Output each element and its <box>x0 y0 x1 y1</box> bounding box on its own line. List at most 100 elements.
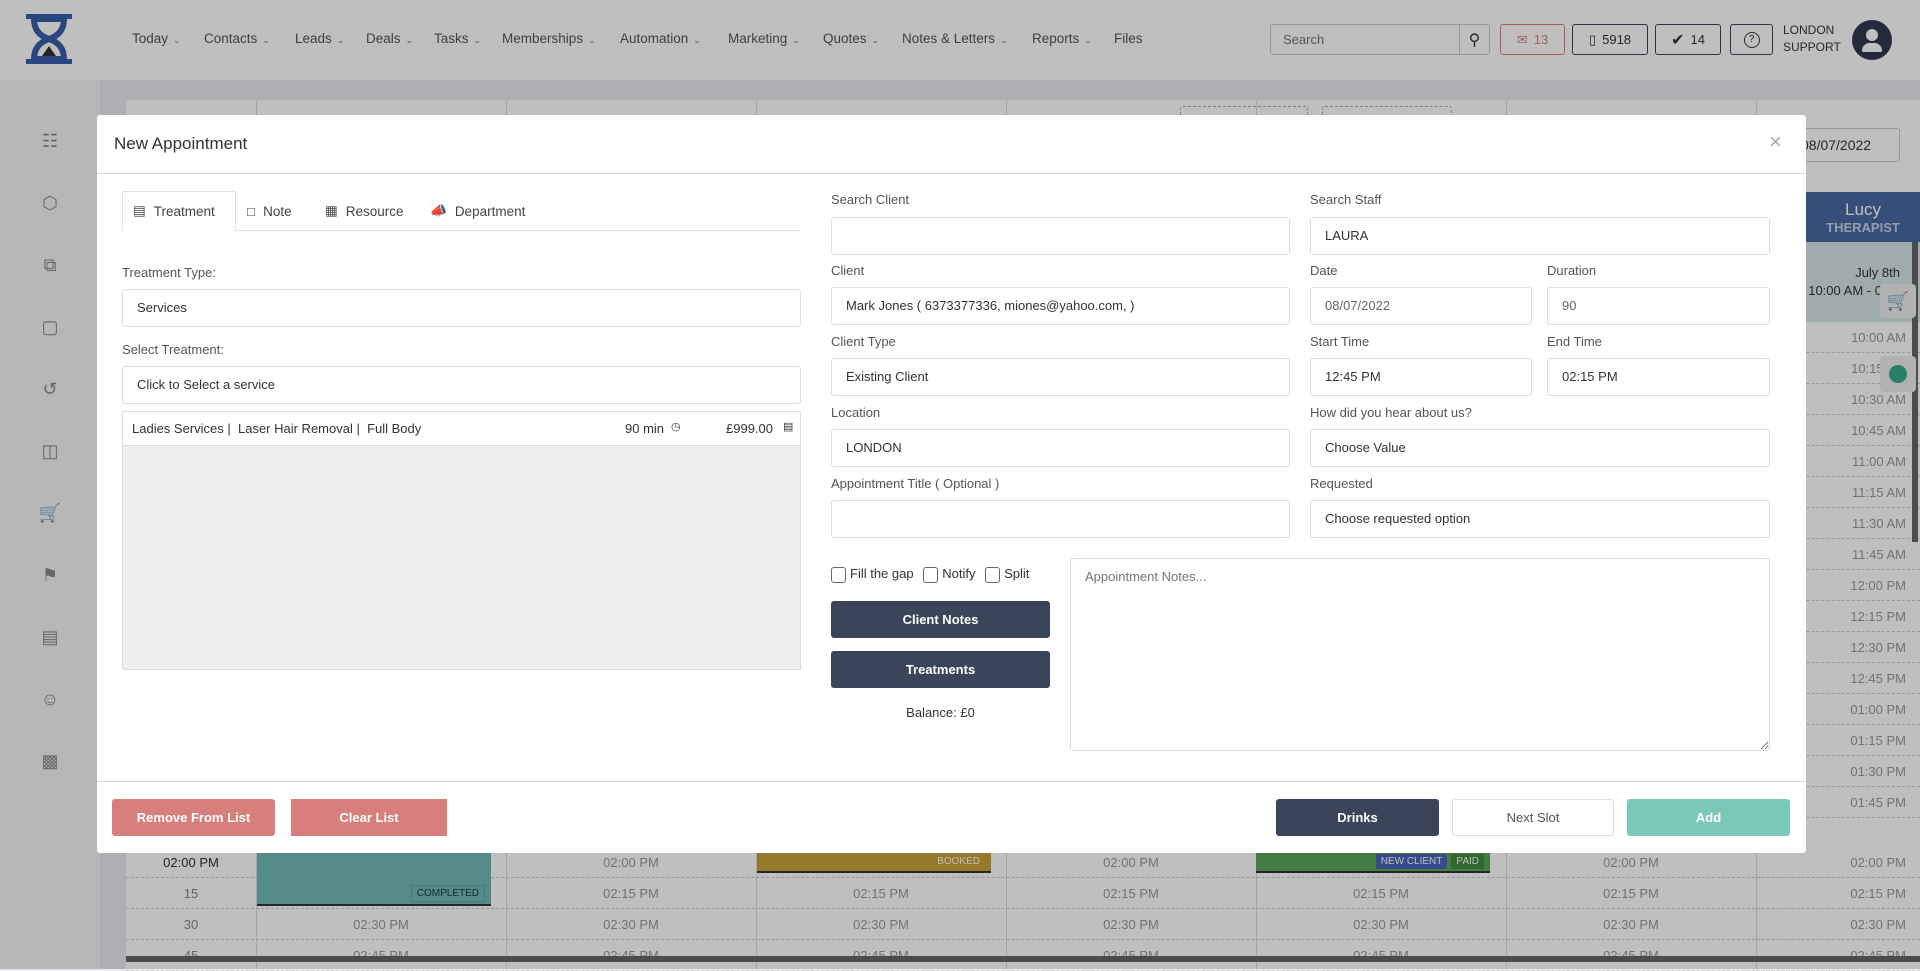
time-slot[interactable]: 11:30 AM <box>1756 508 1920 539</box>
vertical-scrollbar[interactable] <box>1912 242 1918 542</box>
history-icon[interactable]: ↺ <box>42 379 58 399</box>
fill-gap-checkbox[interactable]: Fill the gap <box>831 566 914 583</box>
time-slot[interactable]: 01:15 PM <box>1756 725 1920 756</box>
time-slot[interactable]: 10:45 AM <box>1756 415 1920 446</box>
search-box[interactable]: ⚲ <box>1270 24 1490 55</box>
treatment-type-select[interactable]: Services <box>122 289 801 327</box>
box-icon[interactable]: ⬡ <box>42 193 58 213</box>
chevron-down-icon: ⌄ <box>405 35 414 45</box>
phone-call-icon[interactable] <box>1880 356 1916 392</box>
nav-item-automation[interactable]: Automation ⌄ <box>620 31 701 46</box>
add-button[interactable]: Add <box>1627 799 1790 836</box>
time-slot[interactable]: 10:30 AM <box>1756 384 1920 415</box>
search-client-input[interactable] <box>831 217 1290 255</box>
time-slot[interactable]: 12:45 PM <box>1756 663 1920 694</box>
nav-item-files[interactable]: Files <box>1114 31 1143 46</box>
time-slot[interactable]: 11:15 AM <box>1756 477 1920 508</box>
client-type-select[interactable]: Existing Client <box>831 358 1290 396</box>
time-slot[interactable]: 02:00 PM <box>1103 855 1159 870</box>
split-checkbox[interactable]: Split <box>985 566 1029 583</box>
time-slot[interactable]: 02:30 PM <box>353 917 409 932</box>
time-slot[interactable]: 01:30 PM <box>1756 756 1920 787</box>
remove-from-list-button[interactable]: Remove From List <box>112 799 275 836</box>
time-slot[interactable]: 01:45 PM <box>1756 787 1920 818</box>
client-field[interactable]: Mark Jones ( 6373377336, miones@yahoo.co… <box>831 287 1290 325</box>
treatment-list-item[interactable]: Ladies Services | Laser Hair Removal | F… <box>123 412 800 446</box>
time-slot[interactable]: 12:15 PM <box>1756 601 1920 632</box>
status-badges: BOOKED <box>932 854 985 869</box>
nav-item-tasks[interactable]: Tasks ⌄ <box>434 31 482 46</box>
gift-icon[interactable]: ◫ <box>41 441 59 461</box>
treatments-button[interactable]: Treatments <box>831 651 1050 688</box>
nav-item-leads[interactable]: Leads ⌄ <box>295 31 345 46</box>
tab-resource[interactable]: ▦ Resource <box>325 203 404 219</box>
nav-item-deals[interactable]: Deals ⌄ <box>366 31 414 46</box>
search-staff-input[interactable]: LAURA <box>1310 217 1770 255</box>
time-slot[interactable]: 02:00 PM <box>603 855 659 870</box>
notify-checkbox[interactable]: Notify <box>923 566 975 583</box>
search-input[interactable] <box>1271 25 1459 54</box>
time-slot[interactable]: 02:30 PM <box>1353 917 1409 932</box>
time-slot[interactable]: 02:00 PM <box>1603 855 1659 870</box>
layers-icon[interactable]: ⧉ <box>43 255 57 275</box>
nav-item-notes-letters[interactable]: Notes & Letters ⌄ <box>902 31 1008 46</box>
mail-badge[interactable]: ✉ 13 <box>1500 24 1565 55</box>
phone-badge[interactable]: ▯ 5918 <box>1572 24 1648 55</box>
location-select[interactable]: LONDON <box>831 429 1290 467</box>
tab-note[interactable]: □ Note <box>247 203 292 219</box>
nav-item-memberships[interactable]: Memberships ⌄ <box>502 31 596 46</box>
paid-status-badge: PAID <box>1451 854 1484 869</box>
time-slot[interactable]: 02:15 PM <box>603 886 659 901</box>
clear-list-button[interactable]: Clear List <box>291 799 447 836</box>
top-navbar: Today ⌄ Contacts ⌄ Leads ⌄ Deals ⌄ Tasks ⌄ Members… <box>0 0 1920 80</box>
nav-item-contacts[interactable]: Contacts ⌄ <box>204 31 270 46</box>
time-slot[interactable]: 02:15 PM <box>1353 886 1409 901</box>
time-slot[interactable]: 11:00 AM <box>1756 446 1920 477</box>
nav-item-reports[interactable]: Reports ⌄ <box>1032 31 1092 46</box>
time-slot[interactable]: 01:00 PM <box>1756 694 1920 725</box>
cart-icon[interactable]: 🛒 <box>38 503 62 523</box>
help-button[interactable]: ? <box>1730 24 1773 55</box>
horizontal-scrollbar[interactable] <box>126 956 1920 962</box>
time-slot[interactable]: 02:30 PM <box>853 917 909 932</box>
appointment-title-input[interactable] <box>831 500 1290 538</box>
time-slot[interactable]: 02:15 PM <box>1603 886 1659 901</box>
date-field[interactable]: 08/07/2022 <box>1310 287 1532 325</box>
time-slot[interactable]: 11:45 AM <box>1756 539 1920 570</box>
nav-item-quotes[interactable]: Quotes ⌄ <box>823 31 880 46</box>
report-icon[interactable]: ▤ <box>41 627 59 647</box>
time-slot[interactable]: 02:15 PM <box>1103 886 1159 901</box>
requested-select[interactable]: Choose requested option <box>1310 500 1770 538</box>
start-time-field[interactable]: 12:45 PM <box>1310 358 1532 396</box>
gift-box-icon[interactable]: ▢ <box>41 317 59 337</box>
select-treatment-input[interactable]: Click to Select a service <box>122 366 801 404</box>
time-slot[interactable]: 02:30 PM <box>603 917 659 932</box>
time-slot[interactable]: 02:30 PM <box>1103 917 1159 932</box>
duration-field[interactable]: 90 <box>1547 287 1770 325</box>
nav-item-today[interactable]: Today ⌄ <box>132 31 181 46</box>
tag-icon[interactable]: ⚑ <box>41 565 59 585</box>
appointment-notes-textarea[interactable] <box>1070 558 1770 751</box>
tab-department[interactable]: 📣 Department <box>430 203 526 219</box>
time-slot[interactable]: 12:30 PM <box>1756 632 1920 663</box>
tab-treatment[interactable]: ▤ Treatment <box>133 203 215 219</box>
lock-icon[interactable]: ▩ <box>41 751 59 771</box>
user-circle-icon[interactable]: ☺ <box>40 689 60 709</box>
nav-item-marketing[interactable]: Marketing ⌄ <box>728 31 800 46</box>
drinks-button[interactable]: Drinks <box>1276 799 1439 836</box>
hear-about-select[interactable]: Choose Value <box>1310 429 1770 467</box>
time-slot[interactable]: 10:00 AM <box>1756 322 1920 353</box>
end-time-field[interactable]: 02:15 PM <box>1547 358 1770 396</box>
next-slot-button[interactable]: Next Slot <box>1452 799 1614 836</box>
avatar[interactable] <box>1852 20 1892 60</box>
time-slot[interactable]: 12:00 PM <box>1756 570 1920 601</box>
user-name[interactable]: LONDON SUPPORT <box>1783 23 1841 54</box>
close-icon[interactable]: × <box>1769 129 1782 154</box>
time-slot[interactable]: 02:15 PM <box>853 886 909 901</box>
time-slot[interactable]: 02:30 PM <box>1603 917 1659 932</box>
cart-icon[interactable]: 🛒 <box>1880 284 1916 318</box>
search-icon[interactable]: ⚲ <box>1459 25 1489 54</box>
tasks-badge[interactable]: ✔ 14 <box>1655 24 1721 55</box>
client-notes-button[interactable]: Client Notes <box>831 601 1050 638</box>
calendar-icon[interactable]: ☷ <box>41 131 59 151</box>
